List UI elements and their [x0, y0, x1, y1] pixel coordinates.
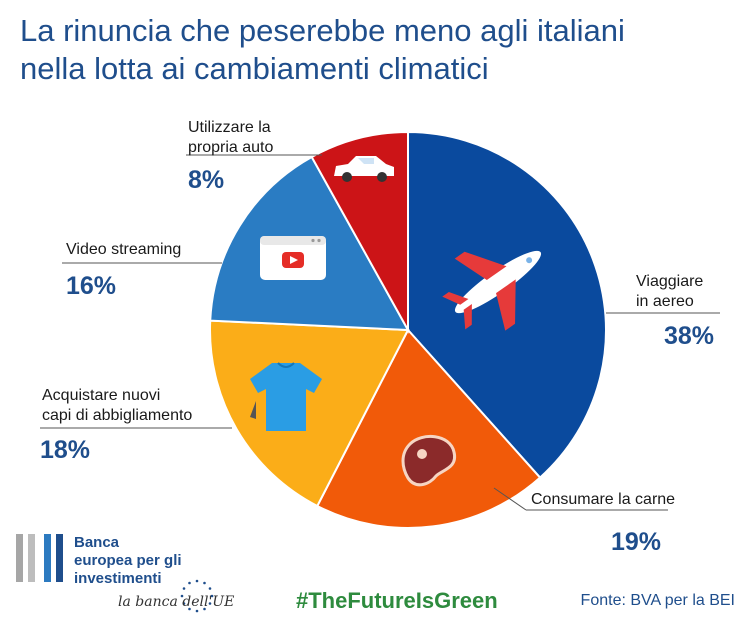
eu-star [188, 581, 191, 585]
video-player-icon [260, 236, 326, 280]
tshirt-icon [250, 362, 322, 431]
source-note: Fonte: BVA per la BEI [580, 592, 735, 609]
eu-star [182, 587, 186, 590]
logo-line-2: europea per gli [74, 552, 182, 569]
label-aereo-line-1: Viaggiare [636, 273, 704, 290]
eu-star [182, 602, 186, 605]
eu-star [203, 581, 206, 585]
label-auto-line-2: propria auto [188, 139, 274, 156]
eu-star [195, 609, 199, 613]
eu-star [188, 607, 191, 611]
logo-text: Banca europea per gli investimenti [74, 534, 182, 588]
motto: la banca dell'UE [118, 594, 235, 610]
value-carne: 19% [611, 528, 662, 556]
title-line-2: nella lotta ai cambiamenti climatici [20, 51, 489, 86]
eu-star [203, 607, 206, 611]
eib-logo-icon [16, 534, 63, 582]
title-line-1: La rinuncia che peserebbe meno agli ital… [20, 13, 625, 48]
airplane-icon [442, 250, 542, 331]
label-aereo-line-2: in aereo [636, 293, 694, 310]
eu-stars-icon [180, 579, 214, 613]
value-abbigliamento: 18% [40, 436, 91, 464]
label-aereo: Viaggiare in aereo [636, 272, 703, 312]
logo-line-1: Banca [74, 534, 120, 551]
hashtag: #TheFutureIsGreen [296, 588, 498, 613]
label-abbigliamento: Acquistare nuovi capi di abbigliamento [42, 386, 192, 426]
eu-star [195, 579, 199, 583]
eu-star [208, 602, 212, 605]
value-streaming: 16% [66, 272, 117, 300]
label-streaming: Video streaming [66, 241, 182, 258]
pie-slice-2 [315, 328, 542, 529]
label-abbigliamento-line-2: capi di abbigliamento [42, 407, 193, 424]
label-abbigliamento-line-1: Acquistare nuovi [42, 387, 161, 404]
pie-slice-3 [209, 319, 410, 508]
leader-line-carne [493, 487, 527, 511]
label-auto: Utilizzare la propria auto [188, 118, 273, 158]
value-auto: 8% [188, 166, 225, 194]
value-aereo: 38% [664, 322, 715, 350]
eu-star [208, 587, 212, 590]
label-auto-line-1: Utilizzare la [188, 119, 271, 136]
logo-line-3: investimenti [74, 570, 162, 587]
eu-star [180, 594, 184, 598]
eu-star [210, 594, 214, 598]
car-icon [334, 156, 394, 182]
steak-icon [401, 435, 457, 487]
label-carne: Consumare la carne [531, 491, 676, 508]
page-title: La rinuncia che peserebbe meno agli ital… [20, 12, 740, 88]
